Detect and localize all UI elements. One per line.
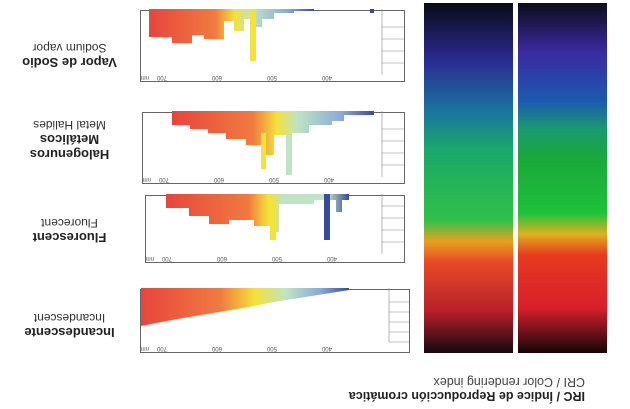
axis-tick-label: 500 [271, 255, 282, 261]
lamp-name-en: Sodium vapor [32, 41, 107, 56]
label-fluorescent: Fluorescent Fluorecent [7, 215, 132, 245]
lamp-name-en: Metal Halides [33, 118, 106, 133]
label-metal-halides: Halogenuros Metálicos Metal Halides [7, 117, 132, 162]
axis-tick-label: 500 [266, 345, 277, 351]
axis-tick-label: 400 [323, 176, 334, 182]
axis-tick-label: 600 [216, 255, 227, 261]
label-sodium-vapor: Vapor de Sodio Sodium vapor [7, 40, 132, 70]
axis-tick-label: 600 [211, 345, 222, 351]
axis-unit-label: nm [140, 74, 149, 80]
axis-tick-label: 500 [266, 74, 277, 80]
axis-tick-label: 600 [213, 176, 224, 182]
axis-tick-label: 700 [158, 176, 169, 182]
spectrum-panel-sodium-vapor: nm 700 600 500 400 [140, 9, 405, 82]
lamp-name-es: Vapor de Sodio [22, 55, 117, 70]
lamp-name-en: Incandescent [33, 311, 106, 326]
axis-unit-label: nm [140, 345, 149, 351]
axis-tick-label: 700 [161, 255, 172, 261]
axis-tick-label: 600 [211, 74, 222, 80]
spectrum-panel-incandescent: nm 700 600 500 400 [140, 288, 410, 353]
lamp-name-es: Incandescente [24, 325, 115, 340]
spectrum-photo-right [424, 3, 513, 353]
title-english: CRI / Color rendering index [433, 375, 585, 389]
axis-tick-label: 700 [156, 74, 167, 80]
axis-unit-label: nm [145, 255, 154, 261]
axis-unit-label: nm [142, 176, 151, 182]
axis-tick-label: 700 [156, 345, 167, 351]
figure-title: IRC / Índice de Reproducción cromática C… [255, 375, 585, 403]
label-incandescent: Incandescente Incandescent [7, 310, 132, 340]
axis-tick-label: 400 [326, 255, 337, 261]
photo-divider [514, 3, 517, 353]
axis-tick-label: 400 [321, 74, 332, 80]
axis-tick-label: 500 [268, 176, 279, 182]
lamp-name-es: Fluorescent [32, 230, 107, 245]
lamp-name-es: Halogenuros Metálicos [29, 132, 110, 162]
lamp-name-en: Fluorecent [41, 216, 98, 231]
spectrum-panel-fluorescent: nm 700 600 500 400 [145, 194, 405, 263]
axis-tick-label: 400 [321, 345, 332, 351]
spectrum-photo-left [518, 3, 607, 353]
spectrum-panel-metal-halides: nm 700 600 500 400 [142, 111, 405, 184]
title-spanish: IRC / Índice de Reproducción cromática [348, 389, 585, 403]
